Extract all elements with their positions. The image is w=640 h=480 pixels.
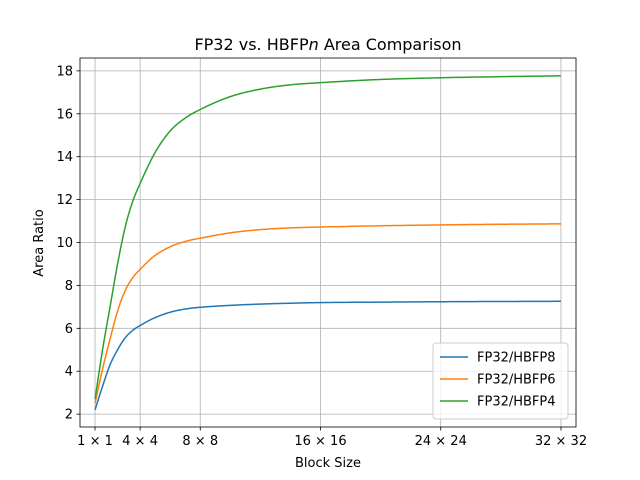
y-tick-label: 10 [56,236,73,251]
legend-label-fp32-hbfp6: FP32/HBFP6 [477,373,556,388]
series-lines [94,75,561,411]
y-tick-label: 18 [56,64,73,79]
series-line-fp32-hbfp8 [94,300,561,411]
x-tick-label: 32 × 32 [535,434,587,449]
x-tick-label: 1 × 1 [77,434,113,449]
legend-label-fp32-hbfp4: FP32/HBFP4 [477,395,556,410]
y-tick-label: 6 [65,322,73,337]
series-line-fp32-hbfp6 [94,223,561,404]
y-axis-label: Area Ratio [32,209,47,276]
y-tick-label: 16 [56,107,73,122]
chart-title: FP32 vs. HBFPn Area Comparison [194,35,461,54]
y-tick-label: 2 [65,408,73,423]
y-tick-label: 14 [56,150,73,165]
x-axis-label: Block Size [295,456,361,471]
x-tick-label: 16 × 16 [294,434,346,449]
legend-box [432,342,569,420]
grid-lines [80,58,576,427]
legend: FP32/HBFP8 FP32/HBFP6 FP32/HBFP4 [432,342,569,420]
legend-label-fp32-hbfp8: FP32/HBFP8 [477,351,556,366]
y-tick-label: 8 [65,279,73,294]
y-axis-ticks: 2 4 6 8 10 12 14 16 18 [56,64,80,423]
y-tick-label: 4 [65,365,73,380]
x-tick-label: 4 × 4 [122,434,158,449]
series-line-fp32-hbfp4 [94,75,561,400]
x-axis-ticks: 1 × 1 4 × 4 8 × 8 16 × 16 24 × 24 32 × 32 [77,427,587,449]
x-tick-label: 24 × 24 [415,434,467,449]
y-tick-label: 12 [56,193,73,208]
x-tick-label: 8 × 8 [182,434,218,449]
